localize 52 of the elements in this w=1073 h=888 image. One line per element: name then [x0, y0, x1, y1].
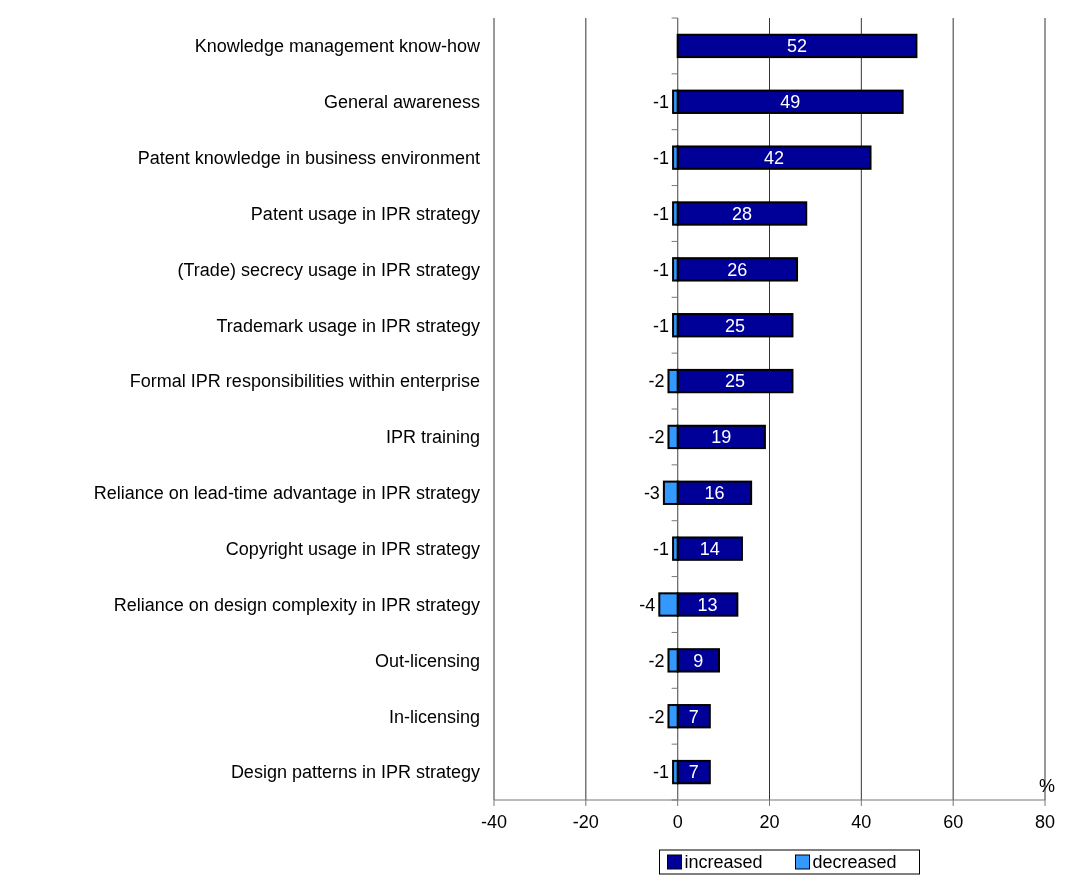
data-label: 26	[727, 259, 748, 280]
y-tick-label: Design patterns in IPR strategy	[230, 762, 480, 783]
y-tick-label: Patent knowledge in business environment	[137, 147, 480, 168]
y-tick-label: Trademark usage in IPR strategy	[216, 315, 480, 336]
y-tick-label: Patent usage in IPR strategy	[250, 203, 480, 224]
bar	[676, 536, 743, 561]
data-label: -2	[648, 650, 665, 671]
y-tick-label: In-licensing	[388, 706, 480, 727]
x-tick-label: 0	[672, 812, 683, 832]
data-label: 7	[688, 706, 699, 727]
data-label: -1	[653, 147, 670, 168]
data-label: 25	[725, 315, 746, 336]
x-tick-label: 40	[851, 812, 872, 832]
y-tick-label: General awareness	[323, 92, 480, 113]
x-axis-title: %	[1038, 776, 1056, 796]
data-label: -4	[639, 594, 656, 615]
y-tick-label: Knowledge management know-how	[194, 36, 481, 57]
data-label: -1	[653, 203, 670, 224]
x-tick-label: -20	[572, 812, 599, 832]
y-tick-label: Formal IPR responsibilities within enterprise	[129, 371, 480, 392]
data-label: 9	[693, 650, 704, 671]
x-tick-label: -40	[480, 812, 508, 832]
y-tick-label: Out-licensing	[374, 650, 480, 671]
data-label: -2	[648, 706, 665, 727]
data-label: -2	[648, 371, 665, 392]
data-label: -1	[653, 762, 670, 783]
y-tick-label: Copyright usage in IPR strategy	[225, 538, 480, 559]
data-label: 13	[697, 594, 718, 615]
y-tick-label: Reliance on lead-time advantage in IPR strategy	[93, 483, 480, 504]
data-label: 49	[780, 92, 801, 113]
data-label: -1	[653, 538, 670, 559]
data-label: -1	[653, 259, 670, 280]
y-tick-label: (Trade) secrecy usage in IPR strategy	[177, 259, 480, 280]
data-label: 16	[704, 483, 725, 504]
y-tick-label: Reliance on design complexity in IPR strategy	[113, 594, 480, 615]
data-label: 19	[711, 427, 732, 448]
data-label: -2	[648, 427, 665, 448]
data-label: 42	[764, 147, 785, 168]
data-label: 14	[699, 538, 720, 559]
data-label: -1	[653, 92, 670, 113]
data-label: 52	[787, 36, 808, 57]
x-tick-label: 80	[1034, 812, 1056, 832]
data-label: 7	[688, 762, 699, 783]
x-tick-label: 20	[759, 812, 780, 832]
data-label: -1	[653, 315, 670, 336]
y-tick-label: IPR training	[385, 427, 480, 448]
legend-label: decreased	[812, 852, 897, 873]
data-label: 25	[725, 371, 746, 392]
data-label: -3	[643, 483, 660, 504]
x-tick-label: 60	[943, 812, 964, 832]
legend-label: increased	[684, 852, 763, 873]
data-label: 28	[731, 203, 752, 224]
